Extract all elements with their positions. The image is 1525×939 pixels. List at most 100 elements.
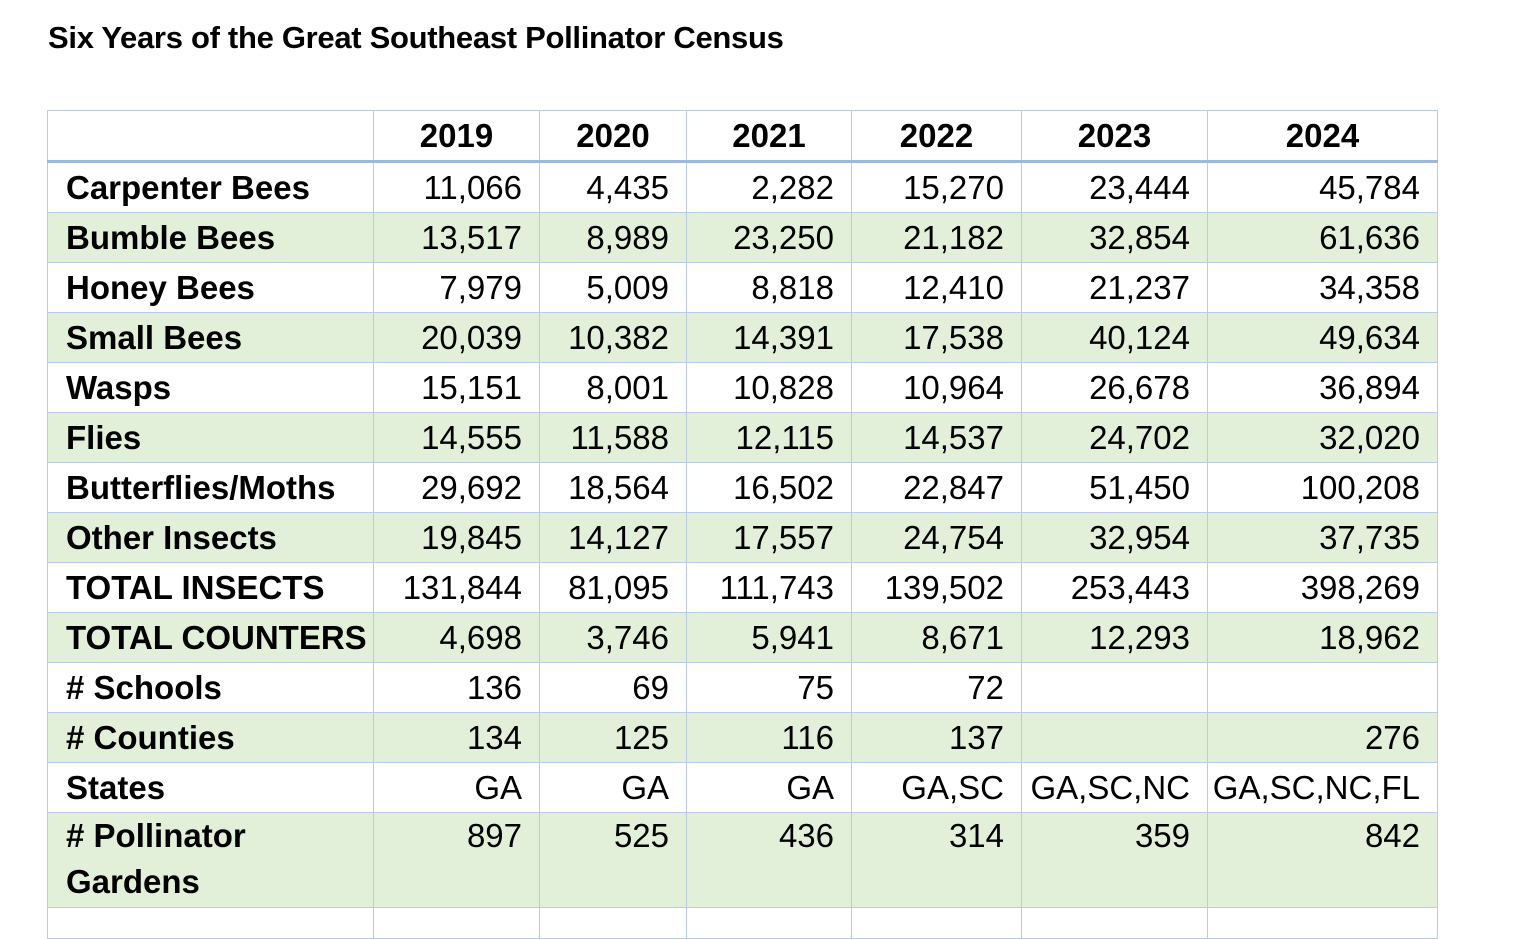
table-cell: 61,636 xyxy=(1207,212,1438,263)
table-cell: 11,588 xyxy=(539,412,687,463)
table-row: Other Insects 19,845 14,127 17,557 24,75… xyxy=(47,512,1438,563)
table-cell: 23,250 xyxy=(686,212,852,263)
row-label: TOTAL COUNTERS xyxy=(47,612,374,663)
table-cell: 525 xyxy=(539,812,687,908)
header-cell-year: 2021 xyxy=(686,110,852,163)
row-label: Flies xyxy=(47,412,374,463)
header-cell-year: 2019 xyxy=(373,110,540,163)
table-cell: GA,SC,NC,FL xyxy=(1207,762,1438,813)
table-cell: 29,692 xyxy=(373,462,540,513)
table-cell: 16,502 xyxy=(686,462,852,513)
table-cell: 436 xyxy=(686,812,852,908)
table-cell: 19,845 xyxy=(373,512,540,563)
table-cell: GA xyxy=(373,762,540,813)
table-cell: 14,127 xyxy=(539,512,687,563)
table-cell: 13,517 xyxy=(373,212,540,263)
table-cell: 32,020 xyxy=(1207,412,1438,463)
table-cell: 12,410 xyxy=(851,262,1022,313)
row-label: # Schools xyxy=(47,662,374,713)
row-label: Honey Bees xyxy=(47,262,374,313)
table-cell: 8,989 xyxy=(539,212,687,263)
table-cell: 7,979 xyxy=(373,262,540,313)
row-label: Other Insects xyxy=(47,512,374,563)
table-cell: 15,151 xyxy=(373,362,540,413)
header-cell-corner xyxy=(47,110,374,163)
table-cell xyxy=(47,907,374,939)
table-cell xyxy=(373,907,540,939)
row-label: Small Bees xyxy=(47,312,374,363)
table-row: # Schools 136 69 75 72 xyxy=(47,662,1438,713)
row-label: TOTAL INSECTS xyxy=(47,562,374,613)
table-row: Flies 14,555 11,588 12,115 14,537 24,702… xyxy=(47,412,1438,463)
table-cell: 111,743 xyxy=(686,562,852,613)
table-cell: 14,555 xyxy=(373,412,540,463)
table-cell: 253,443 xyxy=(1021,562,1208,613)
row-label: # Pollinator Gardens xyxy=(47,812,374,908)
header-cell-year: 2020 xyxy=(539,110,687,163)
table-row: Wasps 15,151 8,001 10,828 10,964 26,678 … xyxy=(47,362,1438,413)
row-label: Carpenter Bees xyxy=(47,161,374,213)
table-cell: 10,382 xyxy=(539,312,687,363)
table-cell: 21,182 xyxy=(851,212,1022,263)
table-body: Carpenter Bees 11,066 4,435 2,282 15,270… xyxy=(47,161,1438,939)
table-cell: GA xyxy=(686,762,852,813)
row-label: Bumble Bees xyxy=(47,212,374,263)
document-title: Six Years of the Great Southeast Pollina… xyxy=(48,20,784,55)
table-cell: 136 xyxy=(373,662,540,713)
table-cell: 72 xyxy=(851,662,1022,713)
table-cell: 15,270 xyxy=(851,161,1022,213)
table-row: # Counties 134 125 116 137 276 xyxy=(47,712,1438,763)
table-row: States GA GA GA GA,SC GA,SC,NC GA,SC,NC,… xyxy=(47,762,1438,813)
table-cell: 12,293 xyxy=(1021,612,1208,663)
table-cell: 18,962 xyxy=(1207,612,1438,663)
table-cell: 100,208 xyxy=(1207,462,1438,513)
table-cell xyxy=(851,907,1022,939)
header-cell-year: 2023 xyxy=(1021,110,1208,163)
table-cell: GA,SC,NC xyxy=(1021,762,1208,813)
table-row-partial xyxy=(47,907,1438,939)
table-row: Bumble Bees 13,517 8,989 23,250 21,182 3… xyxy=(47,212,1438,263)
table-cell: 137 xyxy=(851,712,1022,763)
table-cell: 897 xyxy=(373,812,540,908)
header-cell-year: 2024 xyxy=(1207,110,1438,163)
table-cell: 24,702 xyxy=(1021,412,1208,463)
table-row: # Pollinator Gardens 897 525 436 314 359… xyxy=(47,812,1438,908)
table-cell: 34,358 xyxy=(1207,262,1438,313)
table-cell: 14,391 xyxy=(686,312,852,363)
table-cell: 21,237 xyxy=(1021,262,1208,313)
table-cell: 4,435 xyxy=(539,161,687,213)
table-cell: 22,847 xyxy=(851,462,1022,513)
table-cell: 276 xyxy=(1207,712,1438,763)
table-cell xyxy=(1021,907,1208,939)
table-cell: 5,009 xyxy=(539,262,687,313)
table-cell: 10,828 xyxy=(686,362,852,413)
table-cell: 139,502 xyxy=(851,562,1022,613)
table-cell: 398,269 xyxy=(1207,562,1438,613)
table-cell: 10,964 xyxy=(851,362,1022,413)
table-cell: 36,894 xyxy=(1207,362,1438,413)
table-row: TOTAL INSECTS 131,844 81,095 111,743 139… xyxy=(47,562,1438,613)
table-cell: 359 xyxy=(1021,812,1208,908)
table-cell xyxy=(539,907,687,939)
table-cell: 12,115 xyxy=(686,412,852,463)
table-row: Small Bees 20,039 10,382 14,391 17,538 4… xyxy=(47,312,1438,363)
table-cell xyxy=(1207,907,1438,939)
table-cell: 37,735 xyxy=(1207,512,1438,563)
row-label: States xyxy=(47,762,374,813)
table-cell: 131,844 xyxy=(373,562,540,613)
table-row: TOTAL COUNTERS 4,698 3,746 5,941 8,671 1… xyxy=(47,612,1438,663)
table-cell: 45,784 xyxy=(1207,161,1438,213)
table-cell: 75 xyxy=(686,662,852,713)
table-cell xyxy=(1021,712,1208,763)
table-row: Butterflies/Moths 29,692 18,564 16,502 2… xyxy=(47,462,1438,513)
table-cell xyxy=(1207,662,1438,713)
table-cell: 17,557 xyxy=(686,512,852,563)
table-cell: 32,854 xyxy=(1021,212,1208,263)
table-cell: 23,444 xyxy=(1021,161,1208,213)
table-cell: 32,954 xyxy=(1021,512,1208,563)
table-row: Carpenter Bees 11,066 4,435 2,282 15,270… xyxy=(47,161,1438,213)
table-cell: GA xyxy=(539,762,687,813)
table-cell: 8,671 xyxy=(851,612,1022,663)
table-header: 2019 2020 2021 2022 2023 2024 xyxy=(47,110,1438,163)
table-cell: 8,001 xyxy=(539,362,687,413)
